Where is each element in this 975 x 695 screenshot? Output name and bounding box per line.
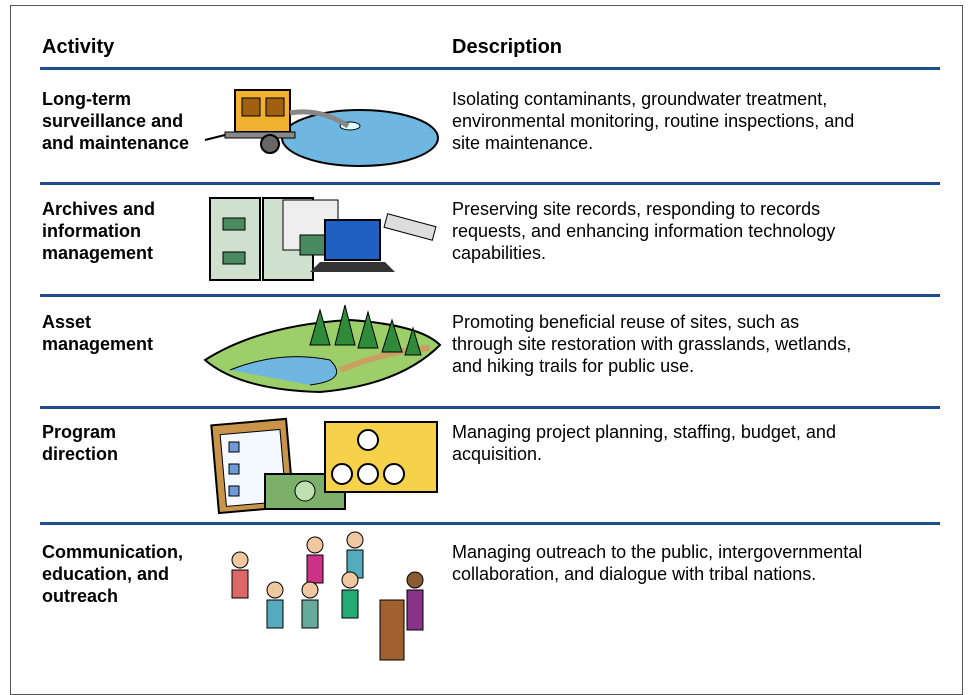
archives-illustration [209,197,437,281]
activity-text: direction [42,444,119,464]
description-text: site maintenance. [452,133,594,153]
description-text: acquisition. [452,444,543,464]
description-text: and hiking trails for public use. [452,356,695,376]
program-illustration [210,417,438,515]
description-text: capabilities. [452,243,547,263]
description-text: requests, and enhancing information tech… [452,221,836,241]
description-header: Description [452,36,563,58]
row-rule [40,294,940,297]
row-rule [40,522,940,525]
description-text: Managing project planning, staffing, bud… [452,422,836,442]
activity-text: surveillance and [42,111,184,131]
description-text: through site restoration with grasslands… [452,334,852,354]
description-text: Preserving site records, responding to r… [452,199,821,219]
asset-illustration [203,304,442,394]
activity-text: management [42,334,154,354]
activity-text: education, and [42,564,170,584]
description-text: Managing outreach to the public, intergo… [452,542,863,562]
activity-header: Activity [42,36,115,58]
activity-text: Asset [42,312,92,332]
row-rule [40,182,940,185]
activity-text: Communication, [42,542,184,562]
activity-text: information [42,221,141,241]
activity-text: and maintenance [42,133,190,153]
description-text: Promoting beneficial reuse of sites, suc… [452,312,800,332]
activity-text: management [42,243,154,263]
activity-text: Program [42,422,117,442]
activity-text: Long-term [42,89,131,109]
activity-text: outreach [42,586,119,606]
description-text: Isolating contaminants, groundwater trea… [452,89,828,109]
surveillance-illustration [204,89,439,167]
activity-text: Archives and [42,199,156,219]
description-text: environmental monitoring, routine inspec… [452,111,855,131]
description-text: collaboration, and dialogue with tribal … [452,564,817,584]
outreach-illustration [231,531,424,661]
header-rule [40,67,940,70]
row-rule [40,406,940,409]
